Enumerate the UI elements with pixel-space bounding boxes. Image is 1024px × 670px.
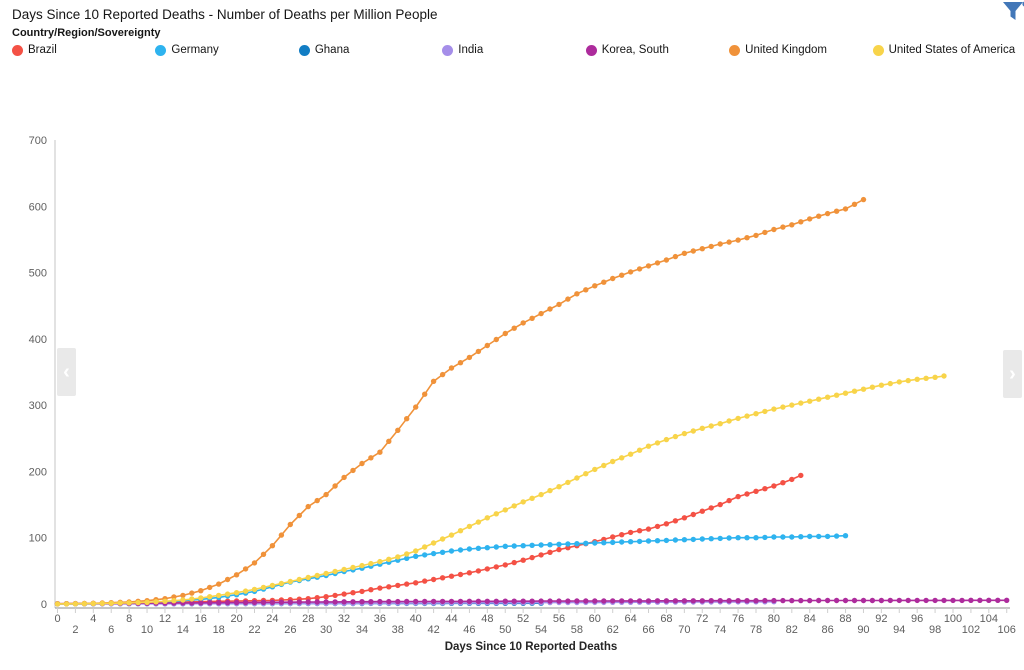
legend-item-united-states-of-america[interactable]: United States of America xyxy=(872,44,1016,56)
x-tick-label: 72 xyxy=(696,613,708,625)
legend-swatch-icon xyxy=(442,44,454,56)
legend-item-united-kingdom[interactable]: United Kingdom xyxy=(729,44,872,56)
legend-label: India xyxy=(458,44,484,56)
legend-swatch-icon xyxy=(155,44,167,56)
legend-title: Country/Region/Sovereignty xyxy=(12,27,161,39)
x-tick-label: 54 xyxy=(535,624,547,636)
x-tick-label: 30 xyxy=(320,624,332,636)
x-axis-title: Days Since 10 Reported Deaths xyxy=(444,641,618,653)
x-tick-label: 8 xyxy=(126,613,132,625)
legend-swatch-icon xyxy=(12,44,23,56)
x-tick-label: 104 xyxy=(980,613,998,625)
legend-item-korea-south[interactable]: Korea, South xyxy=(585,44,729,56)
x-tick-label: 106 xyxy=(998,624,1016,636)
x-tick-label: 76 xyxy=(732,613,744,625)
x-tick-label: 38 xyxy=(392,624,404,636)
y-tick-label: 400 xyxy=(29,334,47,346)
y-tick-label: 0 xyxy=(41,599,47,611)
legend-items: Brazil Germany Ghana India Korea, South Unite… xyxy=(12,42,1016,58)
chart-title: Days Since 10 Reported Deaths - Number o… xyxy=(12,7,438,22)
x-tick-label: 78 xyxy=(750,624,762,636)
x-tick-label: 2 xyxy=(72,624,78,636)
legend-swatch-icon xyxy=(298,44,310,56)
x-tick-label: 60 xyxy=(589,613,601,625)
y-tick-label: 200 xyxy=(29,466,47,478)
x-tick-label: 56 xyxy=(553,613,565,625)
chevron-left-icon: ‹ xyxy=(63,361,70,383)
x-tick-label: 58 xyxy=(571,624,583,636)
x-tick-label: 50 xyxy=(499,624,511,636)
x-tick-label: 62 xyxy=(607,624,619,636)
x-tick-label: 34 xyxy=(356,624,368,636)
y-tick-label: 300 xyxy=(29,400,47,412)
legend-label: United States of America xyxy=(888,44,1016,56)
x-tick-label: 82 xyxy=(786,624,798,636)
chevron-right-icon: › xyxy=(1009,363,1016,385)
line-chart-svg: 0100200300400500600700024681012141618202… xyxy=(29,135,1016,636)
x-tick-label: 100 xyxy=(944,613,962,625)
legend-label: Germany xyxy=(171,44,219,56)
series-united-states-of-america[interactable] xyxy=(54,373,947,607)
y-tick-label: 500 xyxy=(29,268,47,280)
filter-icon[interactable] xyxy=(1001,0,1024,24)
x-tick-label: 98 xyxy=(929,624,941,636)
x-tick-label: 66 xyxy=(642,624,654,636)
legend-swatch-icon xyxy=(872,44,884,56)
x-tick-label: 40 xyxy=(410,613,422,625)
x-tick-label: 26 xyxy=(284,624,296,636)
x-tick-label: 16 xyxy=(195,613,207,625)
scroll-right-button[interactable]: › xyxy=(1003,350,1022,398)
x-tick-label: 68 xyxy=(660,613,672,625)
legend-label: Brazil xyxy=(28,44,57,56)
legend-label: United Kingdom xyxy=(745,44,827,56)
x-tick-label: 48 xyxy=(481,613,493,625)
legend-item-brazil[interactable]: Brazil xyxy=(12,44,155,56)
x-tick-label: 6 xyxy=(108,624,114,636)
x-tick-label: 96 xyxy=(911,613,923,625)
x-tick-label: 46 xyxy=(463,624,475,636)
legend-item-india[interactable]: India xyxy=(442,44,585,56)
x-tick-label: 52 xyxy=(517,613,529,625)
x-tick-label: 94 xyxy=(893,624,905,636)
y-tick-label: 600 xyxy=(29,201,47,213)
x-tick-label: 14 xyxy=(177,624,189,636)
x-tick-label: 36 xyxy=(374,613,386,625)
series-united-kingdom[interactable] xyxy=(54,196,867,607)
x-tick-label: 88 xyxy=(839,613,851,625)
legend-item-germany[interactable]: Germany xyxy=(155,44,298,56)
series-korea-south[interactable] xyxy=(54,597,1010,607)
y-axis: 0 100 200 300 400 500 600 700 xyxy=(29,135,56,611)
legend-swatch-icon xyxy=(585,44,597,56)
legend-label: Korea, South xyxy=(601,44,669,56)
y-tick-label: 700 xyxy=(29,135,47,147)
x-tick-label: 18 xyxy=(213,624,225,636)
scroll-left-button[interactable]: ‹ xyxy=(57,348,76,396)
x-tick-label: 80 xyxy=(768,613,780,625)
x-tick-label: 74 xyxy=(714,624,726,636)
legend-item-ghana[interactable]: Ghana xyxy=(298,44,442,56)
x-tick-label: 32 xyxy=(338,613,350,625)
x-tick-label: 20 xyxy=(230,613,242,625)
legend-label: Ghana xyxy=(314,44,350,56)
x-tick-label: 102 xyxy=(962,624,980,636)
y-tick-label: 100 xyxy=(29,533,47,545)
x-tick-label: 84 xyxy=(804,613,816,625)
x-tick-label: 42 xyxy=(427,624,439,636)
x-tick-label: 24 xyxy=(266,613,278,625)
x-tick-label: 22 xyxy=(248,624,260,636)
x-tick-label: 70 xyxy=(678,624,690,636)
legend-swatch-icon xyxy=(729,44,741,56)
x-tick-label: 12 xyxy=(159,613,171,625)
x-tick-label: 44 xyxy=(445,613,457,625)
x-tick-label: 64 xyxy=(624,613,636,625)
x-tick-label: 4 xyxy=(90,613,96,625)
x-axis: 0246810121416182022242628303234363840424… xyxy=(54,607,1016,636)
x-tick-label: 86 xyxy=(822,624,834,636)
x-tick-label: 10 xyxy=(141,624,153,636)
x-tick-label: 92 xyxy=(875,613,887,625)
x-tick-label: 90 xyxy=(857,624,869,636)
x-tick-label: 28 xyxy=(302,613,314,625)
x-tick-label: 0 xyxy=(54,613,60,625)
